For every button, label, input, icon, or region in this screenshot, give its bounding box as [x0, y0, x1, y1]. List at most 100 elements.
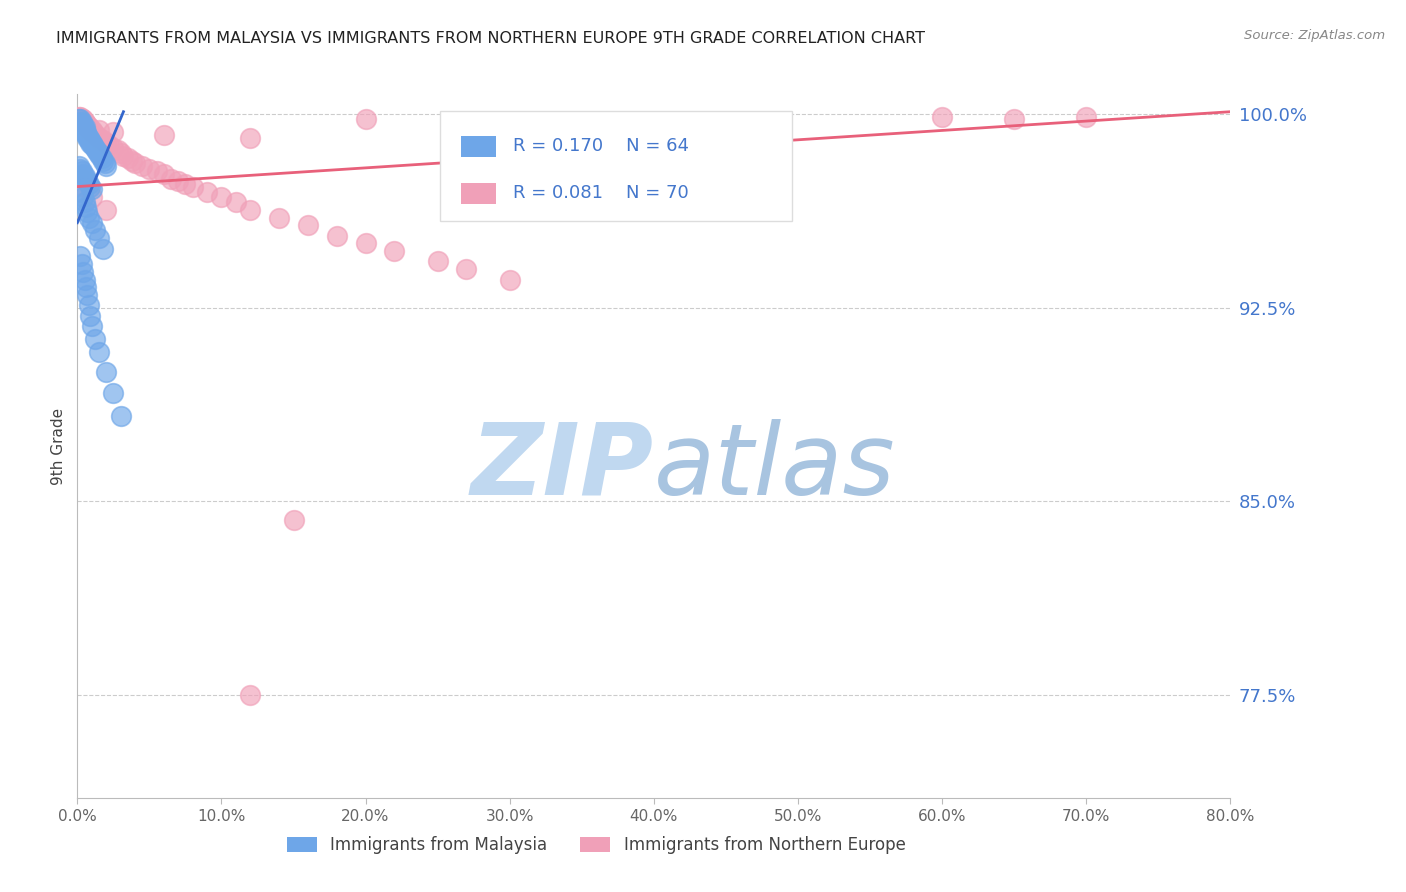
Point	[112, 148, 135, 162]
Point	[80, 182, 103, 196]
Point	[69, 112, 91, 127]
Point	[297, 219, 319, 233]
Point	[73, 272, 96, 286]
Point	[75, 171, 97, 186]
Point	[79, 309, 101, 323]
Point	[77, 177, 100, 191]
Point	[83, 141, 105, 155]
Point	[80, 125, 103, 139]
Text: R = 0.170    N = 64: R = 0.170 N = 64	[513, 137, 689, 155]
Point	[79, 136, 101, 150]
Point	[72, 112, 94, 127]
Point	[73, 123, 96, 137]
Point	[67, 112, 90, 127]
Point	[107, 144, 129, 158]
Point	[75, 280, 97, 294]
FancyBboxPatch shape	[440, 112, 792, 220]
Point	[84, 144, 107, 158]
Point	[283, 512, 305, 526]
Point	[382, 244, 406, 259]
Point	[73, 195, 96, 210]
Point	[117, 151, 139, 165]
Point	[103, 141, 125, 155]
Point	[239, 130, 262, 145]
Point	[75, 125, 97, 139]
Point	[181, 179, 204, 194]
Point	[103, 125, 125, 139]
FancyBboxPatch shape	[461, 136, 496, 157]
Point	[72, 115, 94, 129]
Point	[93, 156, 115, 170]
Point	[91, 242, 114, 256]
Point	[80, 136, 103, 150]
Point	[72, 120, 94, 135]
Point	[75, 118, 97, 132]
Point	[87, 146, 110, 161]
Point	[77, 298, 100, 312]
Point	[110, 146, 132, 161]
Point	[77, 130, 100, 145]
Point	[174, 177, 197, 191]
Point	[77, 211, 100, 225]
Point	[167, 174, 190, 188]
Point	[121, 153, 143, 168]
Point	[70, 118, 93, 132]
Point	[80, 138, 103, 153]
Point	[73, 125, 96, 139]
Point	[77, 120, 100, 135]
Point	[499, 272, 522, 286]
Point	[145, 164, 167, 178]
Point	[79, 123, 101, 137]
Text: Source: ZipAtlas.com: Source: ZipAtlas.com	[1244, 29, 1385, 42]
Point	[73, 115, 96, 129]
Point	[98, 138, 121, 153]
Point	[70, 115, 93, 129]
Point	[72, 167, 94, 181]
Point	[76, 120, 98, 135]
Point	[75, 118, 97, 132]
Point	[83, 332, 105, 346]
Point	[91, 133, 114, 147]
Point	[76, 288, 98, 302]
Point	[70, 171, 93, 186]
Point	[69, 110, 91, 124]
Point	[160, 171, 183, 186]
Text: atlas: atlas	[654, 418, 896, 516]
Point	[131, 159, 153, 173]
Point	[89, 148, 111, 162]
Point	[79, 179, 101, 194]
Point	[77, 123, 100, 137]
Point	[267, 211, 291, 225]
Point	[77, 133, 100, 147]
Text: R = 0.081    N = 70: R = 0.081 N = 70	[513, 184, 689, 202]
Point	[67, 110, 90, 124]
Point	[82, 125, 104, 139]
Point	[80, 123, 103, 137]
Point	[76, 174, 98, 188]
Point	[70, 257, 93, 271]
Point	[80, 318, 103, 333]
Point	[153, 128, 174, 142]
Point	[354, 112, 377, 127]
Point	[69, 249, 91, 263]
Point	[76, 118, 98, 132]
Text: IMMIGRANTS FROM MALAYSIA VS IMMIGRANTS FROM NORTHERN EUROPE 9TH GRADE CORRELATIO: IMMIGRANTS FROM MALAYSIA VS IMMIGRANTS F…	[56, 31, 925, 46]
Point	[103, 386, 125, 401]
Point	[72, 265, 94, 279]
Point	[75, 200, 97, 214]
Point	[86, 146, 108, 161]
Point	[124, 156, 146, 170]
Point	[73, 179, 96, 194]
Point	[70, 112, 93, 127]
Point	[76, 128, 98, 142]
Point	[83, 128, 105, 142]
Point	[96, 366, 118, 380]
Point	[70, 164, 93, 178]
Point	[80, 190, 103, 204]
Point	[82, 138, 104, 153]
Point	[73, 169, 96, 184]
Point	[70, 185, 93, 199]
Point	[931, 110, 953, 124]
Y-axis label: 9th Grade: 9th Grade	[51, 408, 66, 484]
Point	[69, 161, 91, 176]
